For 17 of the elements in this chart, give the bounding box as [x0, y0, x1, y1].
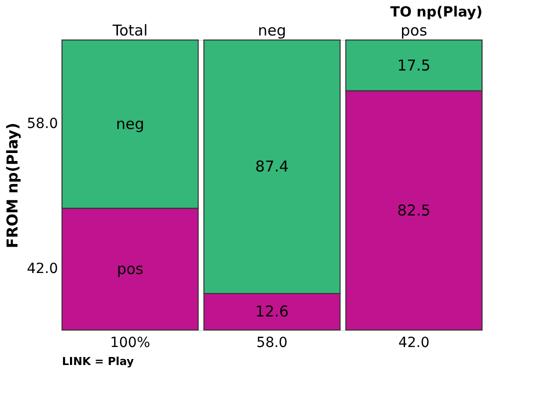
text: LINK = Play: [62, 355, 134, 368]
y-axis-title: FROM np(Play): [4, 122, 22, 248]
x-tick-label: neg: [258, 22, 286, 40]
series-label: neg: [116, 115, 144, 134]
text: 42.0: [398, 335, 430, 351]
data-label: 17.5: [397, 56, 431, 74]
x-tick-label: Total: [112, 22, 148, 40]
data-label: 87.4: [255, 158, 289, 176]
data-label: 82.5: [397, 201, 431, 220]
x-tick-label: pos: [400, 22, 428, 40]
x-axis-title: TO np(Play): [390, 4, 482, 20]
data-label: 12.6: [255, 302, 289, 321]
text: 58.0: [26, 116, 58, 132]
text: 100%: [110, 335, 150, 351]
series-label: pos: [116, 260, 144, 278]
text: 42.0: [26, 261, 58, 278]
text: 58.0: [256, 335, 288, 351]
